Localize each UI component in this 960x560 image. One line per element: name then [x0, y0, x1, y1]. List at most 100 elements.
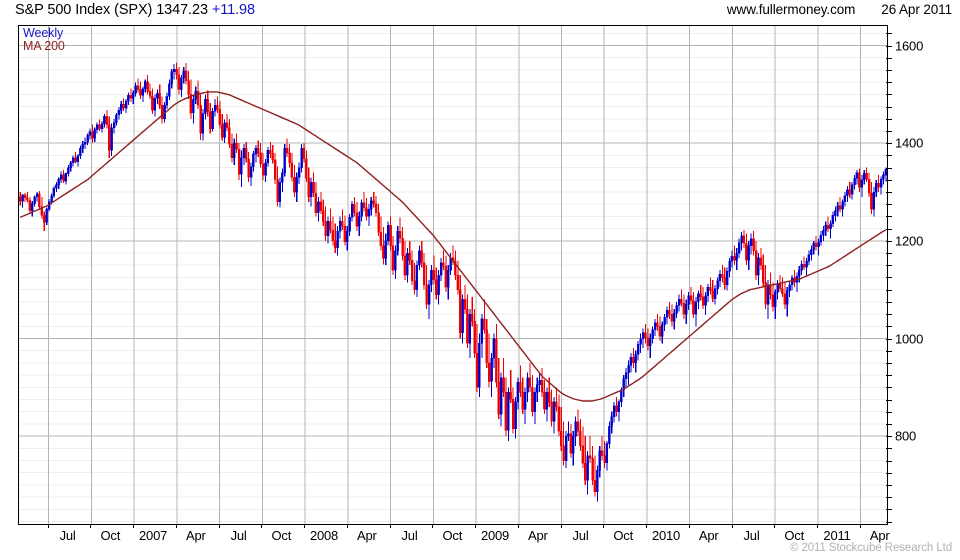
y-axis-tick — [886, 509, 892, 511]
y-axis-tick — [886, 350, 892, 352]
y-axis-tick — [886, 387, 892, 389]
y-axis: 800 1000 1200 1400 1600 — [886, 25, 960, 525]
y-axis-tick — [886, 240, 892, 242]
y-axis-tick — [886, 106, 892, 108]
x-axis-tick — [688, 524, 690, 528]
y-axis-label: 1000 — [895, 331, 924, 346]
legend-item-weekly: Weekly — [23, 26, 64, 40]
x-axis-label: 2007 — [139, 528, 168, 543]
x-axis-tick — [389, 524, 391, 528]
x-axis-label: 2011 — [823, 528, 851, 543]
x-axis-tick — [346, 524, 348, 528]
y-axis-tick — [886, 253, 892, 254]
chart-date: 26 Apr 2011 — [881, 2, 952, 17]
y-axis-tick — [886, 94, 892, 96]
copyright-credit: © 2011 Stockcube Research Ltd — [790, 542, 952, 554]
header-right-block: www.fullermoney.com 26 Apr 2011 — [727, 2, 952, 17]
x-axis-tick — [517, 524, 519, 528]
x-axis-tick — [731, 524, 733, 528]
x-axis-label: 2008 — [309, 528, 339, 543]
y-axis-label: 1200 — [895, 233, 924, 249]
y-axis-tick — [886, 326, 892, 328]
y-axis-tick — [886, 192, 892, 193]
y-axis-tick — [886, 448, 892, 450]
y-axis-tick — [886, 497, 892, 499]
y-axis-tick — [886, 143, 892, 145]
legend-item-ma200: MA 200 — [23, 39, 65, 53]
y-axis-tick — [886, 82, 892, 84]
y-axis-tick — [886, 179, 892, 181]
x-axis-tick — [261, 524, 263, 528]
y-axis-tick — [886, 167, 892, 169]
x-axis-label: Jul — [743, 528, 760, 543]
x-axis-label: Apr — [527, 528, 548, 543]
y-axis-tick — [886, 131, 892, 132]
chart-gridlines — [19, 26, 887, 524]
y-axis-tick — [886, 423, 892, 425]
x-axis-tick — [817, 524, 818, 528]
x-axis-label: 2010 — [651, 528, 681, 543]
page-title: S&P 500 Index (SPX) 1347.23 +11.98 — [15, 2, 255, 18]
y-axis-tick — [886, 69, 892, 71]
x-axis-label: Apr — [869, 528, 890, 543]
price-change: +11.98 — [211, 2, 255, 18]
x-axis-tick — [560, 524, 562, 528]
x-axis-label: Jul — [230, 528, 247, 543]
x-axis-label: Jul — [572, 528, 589, 543]
y-axis-tick — [886, 277, 892, 279]
y-axis-tick — [886, 57, 892, 59]
y-axis-tick — [886, 289, 892, 291]
x-axis-label: Oct — [442, 528, 463, 543]
y-axis-tick — [886, 118, 892, 120]
y-axis-label: 1400 — [895, 135, 924, 151]
plot-area: Weekly MA 200 — [18, 25, 888, 525]
y-axis-tick — [886, 155, 892, 157]
y-axis-tick — [886, 204, 892, 206]
chart-legend: Weekly MA 200 — [23, 27, 65, 53]
x-axis-label: Jul — [59, 528, 76, 543]
y-axis-tick — [886, 33, 892, 35]
y-axis-tick — [886, 45, 892, 47]
x-axis-tick — [603, 524, 605, 528]
x-axis-tick — [432, 524, 434, 528]
y-axis-tick — [886, 460, 892, 462]
y-axis-tick — [886, 228, 892, 230]
x-axis-label: Oct — [100, 528, 121, 543]
y-axis-tick — [886, 338, 892, 340]
x-axis-label: Jul — [401, 528, 418, 543]
y-axis-tick — [886, 521, 892, 523]
y-axis-tick — [886, 436, 892, 438]
x-axis-tick — [646, 524, 647, 528]
x-axis-tick — [90, 524, 92, 528]
y-axis-label: 1600 — [895, 38, 924, 53]
y-axis-tick — [886, 399, 892, 401]
y-axis-tick — [886, 362, 892, 364]
y-axis-tick — [886, 484, 892, 486]
site-url: www.fullermoney.com — [726, 2, 856, 17]
x-axis-tick — [133, 524, 135, 528]
y-axis-tick — [886, 216, 892, 218]
x-axis-label: Oct — [271, 528, 292, 543]
x-axis-tick — [475, 524, 476, 528]
x-axis-label: 2009 — [480, 528, 510, 543]
y-axis-tick — [886, 314, 892, 316]
x-axis-tick — [47, 524, 49, 528]
x-axis: Jul Oct 2007 Apr Jul Oct 2008 Apr Jul Oct 2009 Apr J… — [18, 524, 890, 546]
instrument-title: S&P 500 Index (SPX) 1347.23 — [15, 2, 208, 18]
x-axis-label: Apr — [185, 528, 206, 543]
x-axis-label: Oct — [613, 528, 633, 543]
x-axis-tick — [304, 524, 305, 528]
x-axis-tick — [175, 524, 177, 528]
y-axis-tick — [886, 411, 892, 413]
y-axis-tick — [886, 472, 892, 474]
y-axis-tick — [886, 265, 892, 267]
y-axis-label: 800 — [895, 428, 917, 444]
y-axis-tick — [886, 301, 892, 303]
plot-inner — [19, 26, 887, 524]
chart-series-layer — [19, 62, 887, 502]
x-axis-tick — [859, 524, 861, 528]
x-axis-tick — [218, 524, 220, 528]
x-axis-tick — [774, 524, 776, 528]
x-axis-label: Oct — [784, 528, 804, 543]
